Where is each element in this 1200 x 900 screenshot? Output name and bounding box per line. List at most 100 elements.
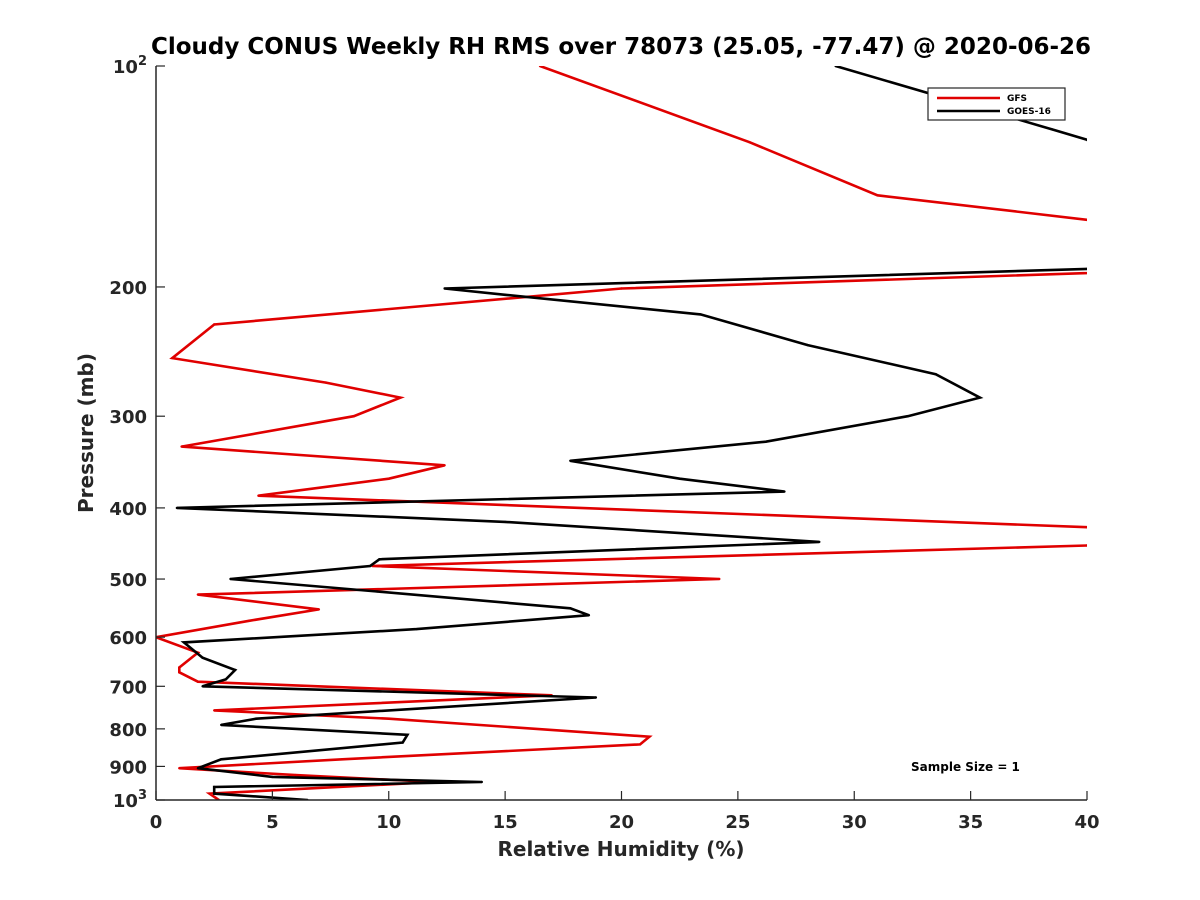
data-point-goes16-27 [182,641,186,644]
y-tick-label: 200 [109,278,147,299]
data-point-gfs-35 [294,773,297,777]
data-point-gfs-11 [180,445,183,448]
x-tick-label: 20 [609,812,634,833]
data-point-gfs-3 [1085,218,1087,221]
data-point-goes16-12 [906,415,909,418]
data-point-goes16-6 [443,287,446,290]
x-tick-label: 40 [1074,812,1099,833]
data-point-goes16-0 [834,66,837,68]
y-tick-label: 900 [109,757,147,778]
data-point-goes16-8 [699,313,702,316]
y-tick-label: 400 [109,499,147,520]
data-point-gfs-17 [1085,544,1087,547]
data-point-goes16-1 [1050,128,1054,131]
data-point-gfs-19 [718,577,721,581]
x-tick-label: 5 [266,812,279,833]
data-point-goes16-33 [254,717,258,720]
legend-label-goes16: GOES-16 [1007,107,1051,117]
data-point-goes16-14 [569,459,572,462]
chart-title: Cloudy CONUS Weekly RH RMS over 78073 (2… [151,34,1091,60]
data-point-goes16-13 [764,440,767,443]
data-point-gfs-29 [213,709,216,712]
data-point-gfs-20 [196,593,200,596]
y-tick-label: 300 [109,407,147,428]
data-point-gfs-12 [443,464,446,467]
data-point-goes16-23 [375,590,379,593]
data-point-gfs-9 [399,396,402,399]
series-layer [156,66,1087,800]
data-point-goes16-19 [818,540,821,544]
data-point-gfs-37 [208,792,211,795]
series-line-goes16 [176,66,1087,800]
x-tick-label: 30 [842,812,867,833]
data-point-gfs-34 [178,767,181,770]
legend: GFS GOES-16 [927,87,1066,121]
x-tick-label: 0 [150,812,163,833]
data-point-goes16-2 [1085,138,1087,141]
data-point-goes16-5 [1085,267,1087,271]
data-point-gfs-14 [257,494,260,497]
x-tick-label: 15 [493,812,518,833]
x-tick-label: 35 [958,812,983,833]
data-point-gfs-1 [748,141,751,144]
y-tick-label: 700 [109,677,147,698]
sample-size-annotation: Sample Size = 1 [911,760,1020,774]
y-tick-label: 800 [109,720,147,741]
data-point-gfs-8 [324,381,328,384]
data-point-gfs-33 [341,758,344,761]
legend-label-gfs: GFS [1007,94,1027,104]
data-point-goes16-25 [587,614,591,617]
data-point-goes16-16 [783,490,786,493]
y-tick-label: 103 [113,788,147,812]
data-point-gfs-22 [247,619,251,622]
data-point-gfs-27 [196,680,200,683]
y-axis-label: Pressure (mb) [74,353,98,513]
data-point-goes16-34 [220,723,223,727]
data-point-goes16-40 [480,780,483,784]
data-point-goes16-20 [378,558,381,561]
data-point-goes16-35 [406,733,409,736]
data-point-gfs-7 [171,356,174,360]
data-point-gfs-10 [352,415,355,418]
data-point-goes16-36 [401,741,404,744]
x-tick-label: 25 [725,812,750,833]
y-tick-label: 102 [113,54,147,78]
data-point-goes16-18 [503,520,507,524]
data-point-goes16-42 [213,792,216,795]
data-point-goes16-15 [678,477,681,480]
data-point-goes16-10 [934,373,937,376]
x-ticks: 0 5 10 15 20 25 30 35 40 [150,791,1100,833]
data-point-goes16-29 [233,668,237,672]
data-point-gfs-13 [387,477,390,480]
data-point-goes16-31 [201,685,204,688]
y-ticks: 102 200 300 400 500 600 700 800 900 103 [109,54,165,812]
legend-box [927,87,1066,121]
data-point-gfs-31 [648,735,651,738]
data-point-gfs-5 [620,287,623,290]
data-point-gfs-32 [638,743,642,746]
data-point-gfs-6 [213,323,216,326]
x-axis-label: Relative Humidity (%) [497,837,744,861]
data-point-goes16-9 [806,343,809,347]
data-point-gfs-21 [317,608,321,611]
data-point-goes16-21 [368,564,372,568]
y-tick-label: 500 [109,570,147,591]
y-tick-label: 600 [109,628,147,649]
plot-area [156,66,1087,800]
data-point-gfs-26 [178,671,181,674]
data-point-goes16-30 [224,678,227,681]
data-point-goes16-39 [271,775,274,779]
data-point-goes16-32 [594,696,598,699]
data-point-gfs-2 [876,194,879,197]
data-point-goes16-11 [978,396,982,399]
data-point-gfs-30 [387,717,390,720]
data-point-goes16-38 [196,767,200,770]
data-point-goes16-7 [503,293,507,296]
data-point-goes16-41 [213,785,216,789]
data-point-goes16-22 [229,577,232,581]
x-tick-label: 10 [376,812,401,833]
data-point-goes16-26 [415,627,418,631]
data-point-goes16-24 [569,607,572,610]
data-point-gfs-15 [1085,526,1087,529]
